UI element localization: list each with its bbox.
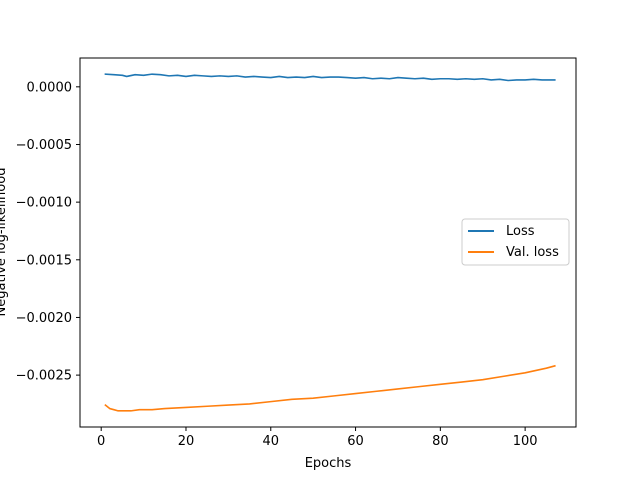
legend-label-loss: Loss: [506, 224, 535, 239]
x-tick-label: 0: [97, 434, 105, 449]
x-tick-label: 80: [432, 434, 449, 449]
legend: Loss Val. loss: [461, 218, 570, 266]
x-axis: 0 20 40 60 80 100: [97, 427, 538, 449]
series-line-val-loss: [104, 364, 556, 412]
x-tick-label: 60: [347, 434, 364, 449]
x-tick-label: 40: [262, 434, 279, 449]
x-axis-title: Epochs: [305, 456, 352, 471]
series-line-loss: [104, 73, 556, 82]
y-tick-label: −0.0020: [16, 311, 72, 326]
y-tick-label: −0.0005: [16, 138, 72, 153]
y-tick-label: −0.0010: [16, 196, 72, 211]
y-axis: 0.0000 −0.0005 −0.0010 −0.0015 −0.0020 −0.002…: [16, 80, 80, 384]
y-tick-label: 0.0000: [27, 80, 73, 95]
y-tick-label: −0.0015: [16, 253, 72, 268]
x-tick-label: 20: [178, 434, 195, 449]
legend-label-val-loss: Val. loss: [506, 245, 559, 260]
x-tick-label: 100: [513, 434, 538, 449]
y-tick-label: −0.0025: [16, 369, 72, 384]
y-axis-title: Negative log-likelihood: [0, 168, 9, 317]
series-lines: [104, 73, 556, 412]
